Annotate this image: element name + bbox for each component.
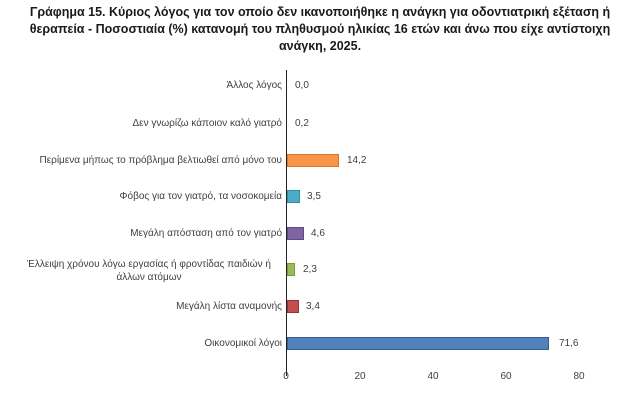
value-label: 0,2 <box>295 118 309 129</box>
value-label: 3,4 <box>306 301 320 312</box>
x-tick-label: 40 <box>427 371 439 382</box>
category-label-line: άλλων ατόμων <box>116 272 182 283</box>
category-label: Οικονομικοί λόγοι <box>204 338 282 349</box>
x-tick-label: 80 <box>573 371 585 382</box>
chart-title: Γράφημα 15. Κύριος λόγος για τον οποίο δ… <box>0 4 640 55</box>
value-label: 2,3 <box>303 264 317 275</box>
value-label: 4,6 <box>311 228 325 239</box>
category-label: Φόβος για τον γιατρό, τα νοσοκομεία <box>119 191 282 202</box>
category-label: Μεγάλη απόσταση από τον γιατρό <box>130 228 282 239</box>
bar-waited-improve <box>287 154 339 167</box>
bar-financial <box>287 337 549 350</box>
bar-long-distance <box>287 227 304 240</box>
y-axis-line <box>286 70 287 376</box>
value-label: 14,2 <box>347 155 367 166</box>
category-label: Δεν γνωρίζω κάποιον καλό γιατρό <box>132 118 282 129</box>
category-label-multiline: Έλλειψη χρόνου λόγω εργασίας ή φροντίδας… <box>14 258 284 284</box>
category-label: Περίμενα μήπως το πρόβλημα βελτιωθεί από… <box>39 155 282 166</box>
value-label: 71,6 <box>559 338 579 349</box>
x-tick-label: 0 <box>283 371 289 382</box>
x-tick-label: 20 <box>354 371 366 382</box>
bar-fear-doctor <box>287 190 300 203</box>
chart-title-line-2: θεραπεία - Ποσοστιαία (%) κατανομή του π… <box>29 22 611 36</box>
bar-waiting-list <box>287 300 299 313</box>
chart-title-line-3: ανάγκη, 2025. <box>278 39 362 53</box>
category-label: Μεγάλη λίστα αναμονής <box>176 301 282 312</box>
chart-title-line-1: Γράφημα 15. Κύριος λόγος για τον οποίο δ… <box>29 5 611 19</box>
x-tick-label: 60 <box>500 371 512 382</box>
value-label: 3,5 <box>307 191 321 202</box>
bar-lack-of-time <box>287 263 295 276</box>
category-label: Άλλος λόγος <box>226 80 282 91</box>
category-label-line: Έλλειψη χρόνου λόγω εργασίας ή φροντίδας… <box>27 259 271 270</box>
value-label: 0,0 <box>295 80 309 91</box>
